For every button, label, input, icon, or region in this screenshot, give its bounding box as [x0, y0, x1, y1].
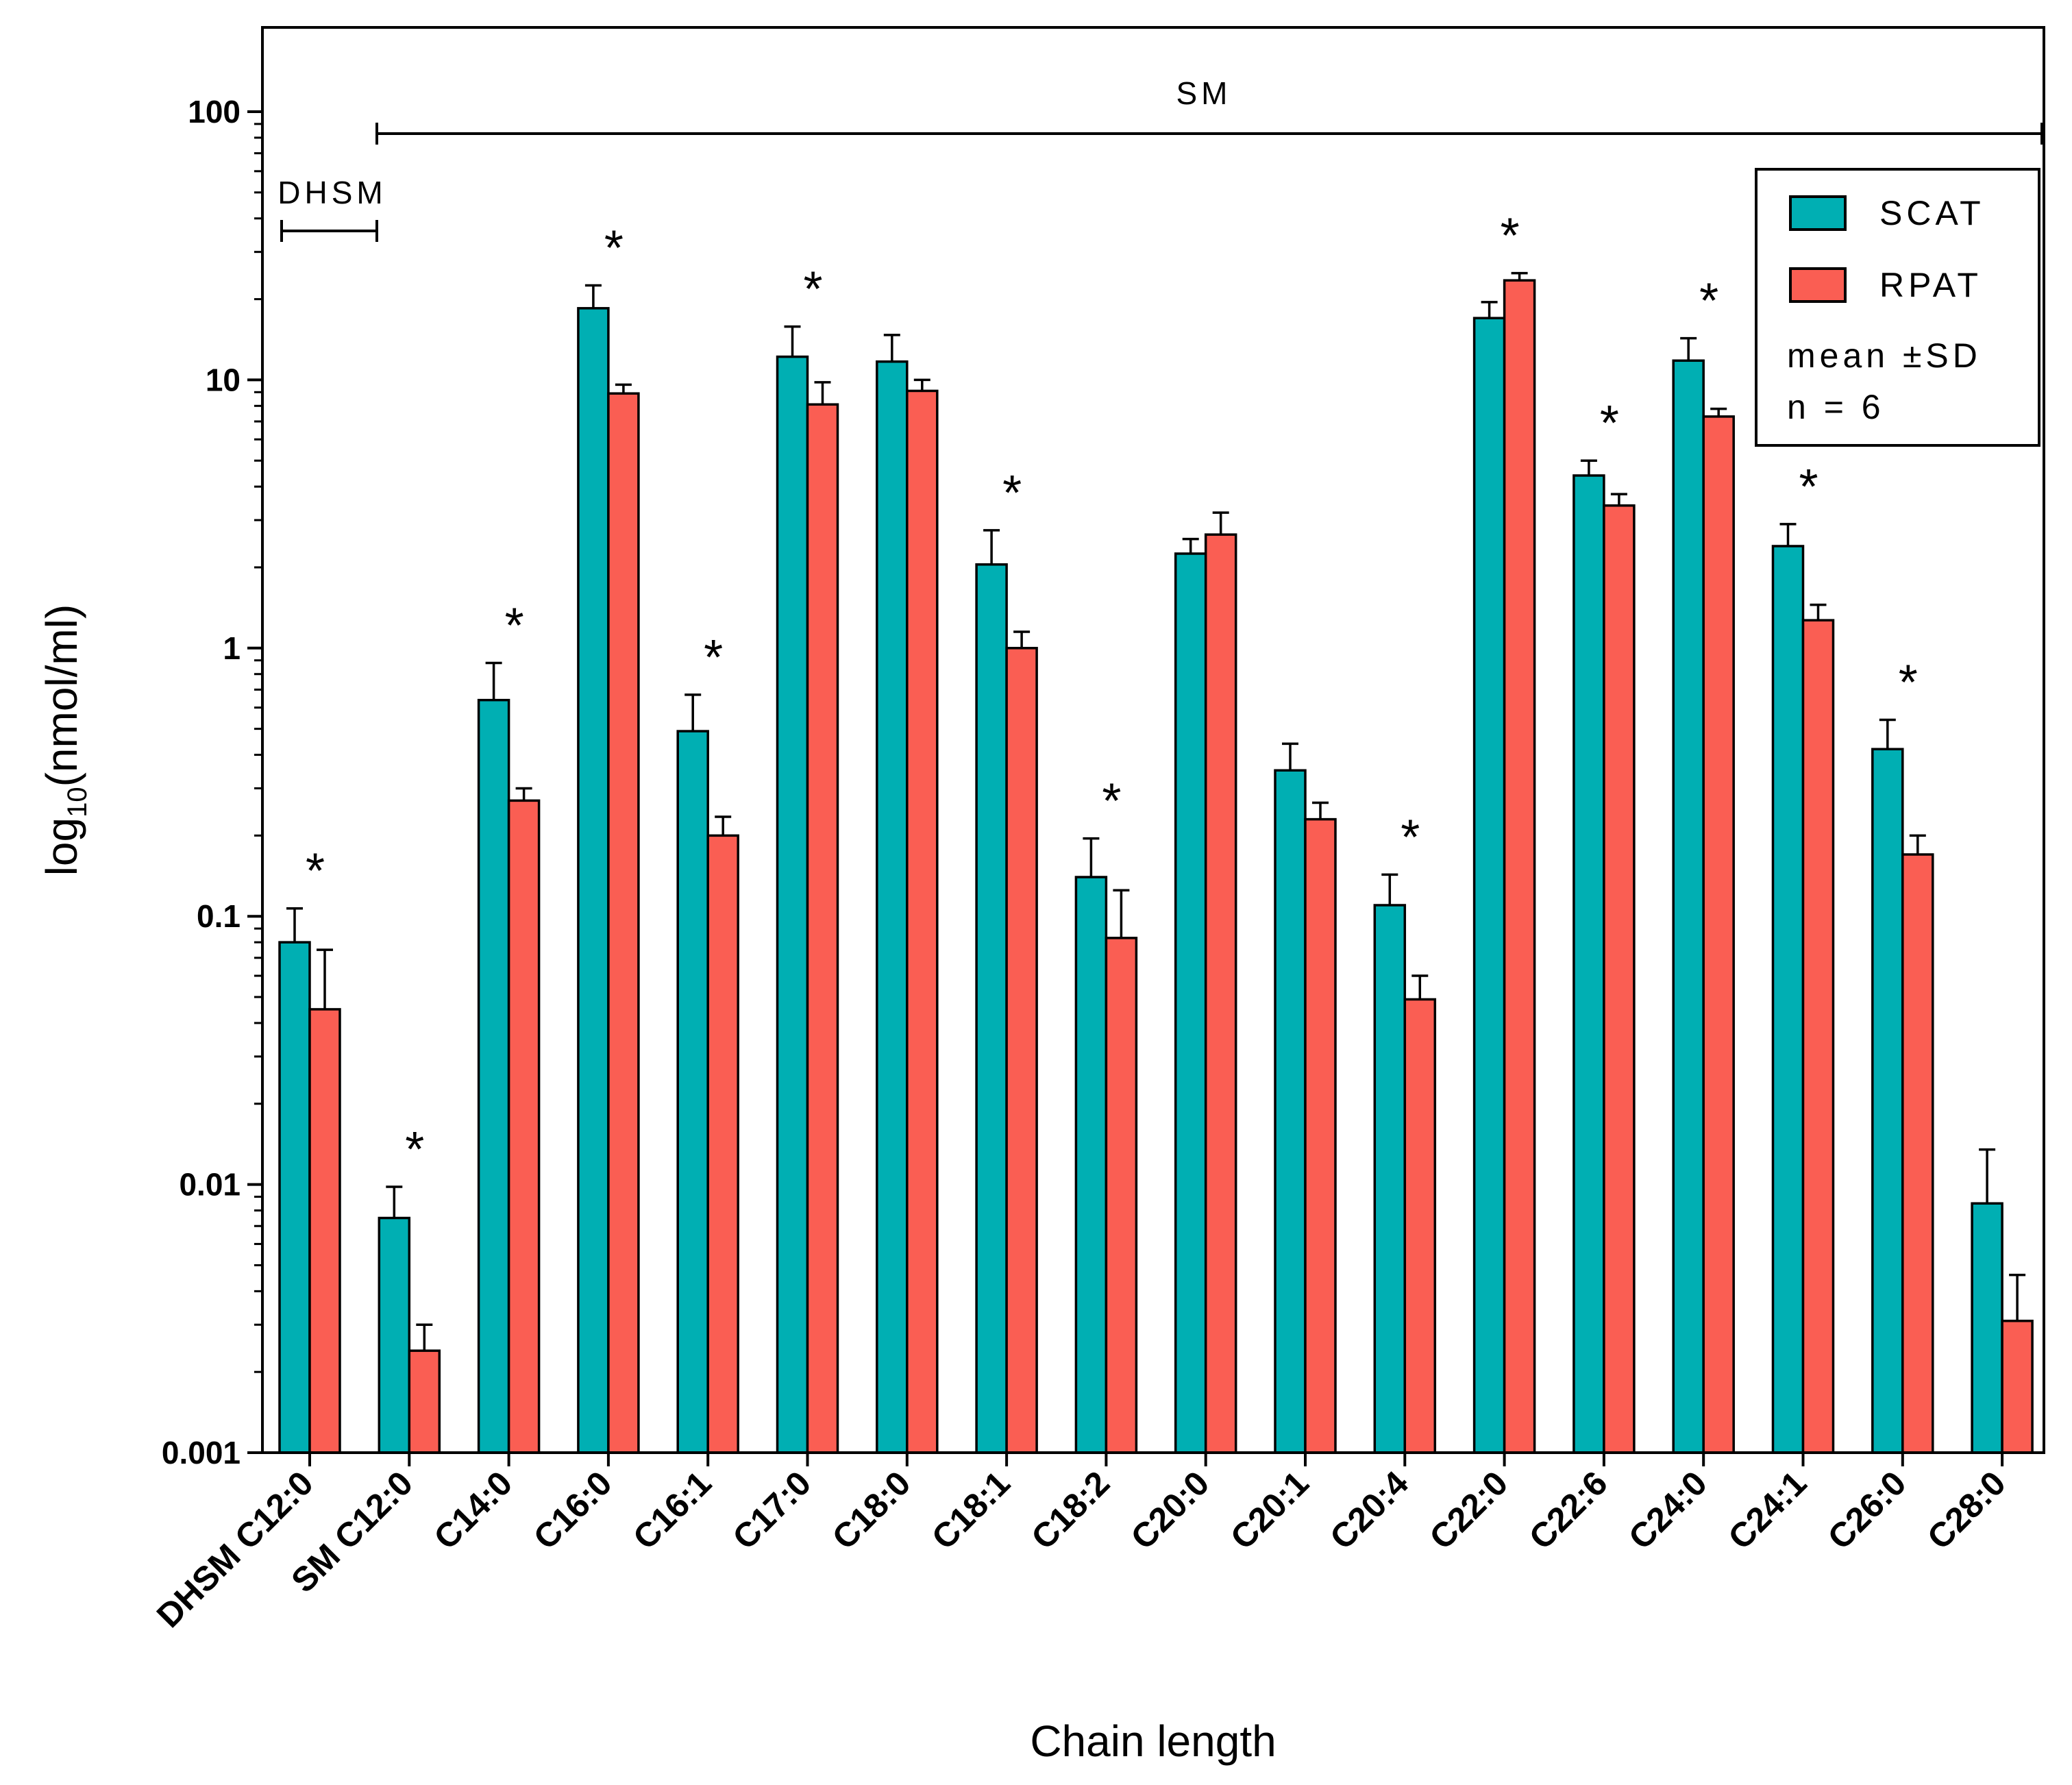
bar-scat-c22-0: [1472, 317, 1506, 1454]
x-tick-label-c24-0: C24:0: [1621, 1464, 1714, 1557]
bar-rpat-c24-0: [1702, 415, 1735, 1454]
bar-rpat-c28-0: [2001, 1319, 2034, 1454]
significance-star-c16-0: *: [604, 221, 624, 276]
significance-star-c18-2: *: [1102, 774, 1121, 829]
bar-rpat-c26-0: [1901, 853, 1934, 1454]
legend: SCAT RPAT mean ±SD n = 6: [1755, 168, 2040, 447]
bar-scat-c20-1: [1274, 769, 1307, 1454]
y-tick-label: 0.01: [179, 1167, 241, 1203]
legend-label-rpat: RPAT: [1879, 266, 1982, 304]
y-axis-title-units: (nmol/ml): [37, 604, 86, 787]
bar-scat-sm-c12-0: [378, 1216, 411, 1454]
bar-scat-c18-2: [1074, 876, 1108, 1454]
bar-rpat-c16-0: [607, 392, 640, 1454]
bar-scat-c16-1: [676, 730, 709, 1454]
significance-star-c16-1: *: [704, 630, 723, 685]
bar-rpat-c14-0: [507, 799, 541, 1454]
bar-scat-c16-0: [577, 307, 610, 1454]
bar-rpat-c20-0: [1204, 533, 1237, 1454]
x-tick-label-c18-2: C18:2: [1024, 1464, 1117, 1557]
bar-scat-c22-6: [1572, 474, 1605, 1454]
x-tick-label-c18-1: C18:1: [924, 1464, 1018, 1557]
significance-star-c20-4: *: [1401, 810, 1420, 865]
x-tick-label-c20-0: C20:0: [1124, 1464, 1217, 1557]
significance-star-c24-0: *: [1699, 274, 1718, 329]
x-axis-title: Chain length: [1030, 1716, 1276, 1766]
significance-star-c22-0: *: [1501, 209, 1520, 264]
y-tick-label: 0.1: [197, 898, 241, 934]
bar-scat-c20-4: [1373, 904, 1407, 1454]
bar-scat-c24-0: [1672, 359, 1705, 1454]
bar-scat-c18-1: [975, 563, 1008, 1454]
bar-rpat-dhsm-c12-0: [308, 1008, 341, 1454]
legend-label-scat: SCAT: [1879, 194, 1985, 232]
legend-note-mean-sd: mean ±SD: [1787, 336, 1982, 375]
bar-scat-c14-0: [477, 698, 510, 1454]
bar-rpat-sm-c12-0: [408, 1349, 441, 1454]
x-tick-label-c18-0: C18:0: [825, 1464, 918, 1557]
x-tick-label-c28-0: C28:0: [1920, 1464, 2013, 1557]
bar-scat-c26-0: [1871, 748, 1904, 1454]
bar-rpat-c22-0: [1503, 279, 1536, 1454]
legend-box: [1755, 168, 2040, 447]
bar-rpat-c17-0: [806, 403, 839, 1454]
x-tick-label-c20-4: C20:4: [1322, 1464, 1416, 1557]
legend-swatch-rpat: [1789, 267, 1847, 303]
bar-rpat-c24-1: [1801, 619, 1835, 1454]
bar-rpat-c18-2: [1105, 937, 1138, 1454]
bar-rpat-c18-0: [906, 389, 939, 1454]
x-tick-label-c24-1: C24:1: [1720, 1464, 1814, 1557]
significance-star-c26-0: *: [1899, 656, 1918, 711]
x-tick-label-c17-0: C17:0: [725, 1464, 818, 1557]
x-tick-label-c14-0: C14:0: [426, 1464, 519, 1557]
y-tick-label: 10: [206, 362, 241, 397]
x-labels: DHSM C12:0SM C12:0 C14:0 C16:0 C16:1 C17:0 C1…: [149, 1451, 2044, 1635]
x-tick-label-c26-0: C26:0: [1821, 1464, 1914, 1557]
x-tick-label-dhsm-c12-0: DHSM C12:0: [149, 1464, 321, 1635]
bracket-label-dhsm: DHSM: [278, 175, 386, 210]
bracket-label-sm: SM: [1176, 75, 1232, 111]
y-axis-title-main: log: [37, 817, 86, 876]
y-tick-label: 0.001: [162, 1435, 241, 1470]
bar-rpat-c16-1: [706, 834, 739, 1454]
bar-rpat-c18-1: [1005, 647, 1038, 1454]
y-ticks: 0.001 0.01 0.1 1 10 100: [162, 94, 262, 1470]
significance-star-c24-1: *: [1799, 460, 1818, 515]
significance-star-c22-6: *: [1600, 396, 1619, 451]
legend-swatch-scat: [1789, 195, 1847, 231]
significance-star-dhsm-c12-0: *: [306, 844, 325, 899]
x-tick-label-c20-1: C20:1: [1223, 1464, 1316, 1557]
group-brackets: DHSM SM: [278, 75, 2043, 242]
bar-scat-c18-0: [876, 360, 909, 1454]
significance-star-c17-0: *: [803, 262, 822, 317]
bar-scat-dhsm-c12-0: [278, 941, 311, 1454]
significance-star-sm-c12-0: *: [405, 1122, 424, 1177]
x-tick-label-c16-1: C16:1: [626, 1464, 719, 1557]
bar-rpat-c22-6: [1603, 504, 1636, 1454]
legend-note-n: n = 6: [1787, 388, 1885, 426]
y-axis-title-subscript: 10: [62, 787, 92, 817]
bar-rpat-c20-1: [1304, 817, 1337, 1454]
y-tick-label: 100: [188, 94, 241, 130]
bar-scat-c28-0: [1971, 1202, 2003, 1454]
y-axis-title: log10(nmol/ml): [37, 604, 92, 876]
x-tick-label-c16-0: C16:0: [526, 1464, 619, 1557]
bar-scat-c20-0: [1174, 552, 1207, 1454]
x-tick-label-c22-0: C22:0: [1422, 1464, 1515, 1557]
significance-star-c18-1: *: [1002, 466, 1022, 521]
bar-scat-c17-0: [776, 355, 809, 1454]
bar-scat-c24-1: [1771, 545, 1805, 1454]
bars: * * * * * * * * * * * * * *: [278, 209, 2034, 1454]
bar-rpat-c20-4: [1403, 998, 1437, 1454]
y-tick-label: 1: [223, 630, 241, 666]
significance-star-c14-0: *: [505, 599, 524, 654]
x-tick-label-c22-6: C22:6: [1522, 1464, 1615, 1557]
